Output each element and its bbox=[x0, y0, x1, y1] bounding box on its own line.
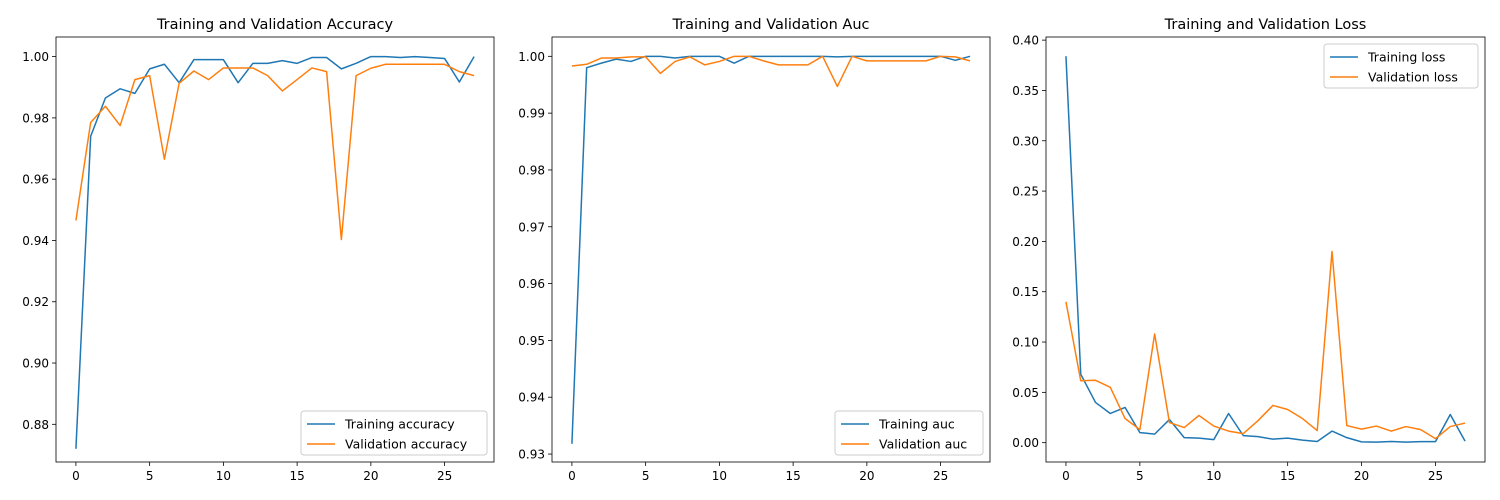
chart-panel-3: 0 5 10 15 20 25 0.00 0.05 0.10 0.15 0.20 0.25 0.30 0.… bbox=[1012, 17, 1486, 483]
series-line-training bbox=[571, 55, 971, 444]
plot-frame bbox=[551, 36, 991, 463]
legend-label: Validation accuracy bbox=[345, 437, 468, 452]
y-tick-label: 0.10 bbox=[1012, 336, 1039, 350]
x-tick-label: 5 bbox=[642, 469, 650, 483]
y-tick-label: 0.93 bbox=[518, 448, 545, 462]
x-tick-label: 15 bbox=[1280, 469, 1295, 483]
y-tick-label: 0.94 bbox=[22, 234, 49, 248]
chart-panel-2: 0 5 10 15 20 25 0.93 0.94 0.95 0.96 0.97 0.98 0.99 1.… bbox=[518, 17, 991, 483]
y-tick-label: 0.99 bbox=[518, 107, 545, 121]
legend-box bbox=[1323, 43, 1479, 89]
legend-label: Training loss bbox=[1367, 50, 1445, 65]
x-tick-label: 20 bbox=[859, 469, 874, 483]
y-tick-label: 0.94 bbox=[518, 391, 545, 405]
y-tick-label: 0.15 bbox=[1012, 285, 1039, 299]
x-tick-label: 20 bbox=[1354, 469, 1369, 483]
series-line-validation bbox=[1065, 250, 1466, 440]
x-tick-label: 0 bbox=[72, 469, 80, 483]
y-tick-label: 0.92 bbox=[22, 295, 49, 309]
x-tick-label: 0 bbox=[568, 469, 576, 483]
x-tick-label: 10 bbox=[712, 469, 727, 483]
series-line-training bbox=[1065, 56, 1466, 443]
y-tick-label: 0.20 bbox=[1012, 235, 1039, 249]
plot-frame bbox=[1045, 36, 1486, 463]
y-tick-label: 0.98 bbox=[518, 163, 545, 177]
chart-title: Training and Validation Accuracy bbox=[156, 17, 394, 33]
legend: Training accuracy Validation accuracy bbox=[300, 410, 488, 456]
x-tick-label: 10 bbox=[216, 469, 231, 483]
legend-label: Training auc bbox=[878, 417, 955, 432]
legend-label: Training accuracy bbox=[344, 417, 455, 432]
y-tick-label: 0.96 bbox=[518, 277, 545, 291]
y-tick-label: 0.35 bbox=[1012, 84, 1039, 98]
x-tick-label: 5 bbox=[1136, 469, 1144, 483]
y-tick-label: 0.90 bbox=[22, 357, 49, 371]
x-tick-label: 25 bbox=[437, 469, 452, 483]
y-tick-label: 0.96 bbox=[22, 173, 49, 187]
y-tick-label: 0.88 bbox=[22, 418, 49, 432]
legend-box bbox=[300, 410, 488, 456]
x-tick-label: 25 bbox=[933, 469, 948, 483]
x-tick-label: 15 bbox=[785, 469, 800, 483]
y-tick-label: 1.00 bbox=[22, 50, 49, 64]
x-tick-label: 10 bbox=[1206, 469, 1221, 483]
x-tick-label: 20 bbox=[363, 469, 378, 483]
legend: Training auc Validation auc bbox=[834, 410, 984, 456]
plot-frame bbox=[55, 36, 495, 463]
y-tick-label: 1.00 bbox=[518, 50, 545, 64]
chart-title: Training and Validation Loss bbox=[1164, 17, 1367, 33]
y-tick-label: 0.30 bbox=[1012, 134, 1039, 148]
x-tick-label: 15 bbox=[289, 469, 304, 483]
y-tick-label: 0.97 bbox=[518, 220, 545, 234]
chart-panel-1: 0 5 10 15 20 25 0.88 0.90 0.92 0.94 0.96 0.98 1.00 Tr… bbox=[22, 17, 495, 483]
series-line-validation bbox=[571, 55, 971, 88]
legend-label: Validation auc bbox=[879, 437, 967, 452]
y-tick-label: 0.05 bbox=[1012, 386, 1039, 400]
x-tick-label: 25 bbox=[1428, 469, 1443, 483]
y-tick-label: 0.00 bbox=[1012, 436, 1039, 450]
y-tick-label: 0.40 bbox=[1012, 34, 1039, 48]
legend-box bbox=[834, 410, 984, 456]
series-line-training bbox=[75, 55, 475, 449]
x-tick-label: 5 bbox=[146, 469, 154, 483]
legend-label: Validation loss bbox=[1368, 70, 1458, 85]
y-tick-label: 0.95 bbox=[518, 334, 545, 348]
y-tick-label: 0.25 bbox=[1012, 185, 1039, 199]
y-tick-label: 0.98 bbox=[22, 111, 49, 125]
series-line-validation bbox=[75, 63, 475, 241]
chart-title: Training and Validation Auc bbox=[671, 17, 869, 33]
legend: Training loss Validation loss bbox=[1323, 43, 1479, 89]
x-tick-label: 0 bbox=[1062, 469, 1070, 483]
